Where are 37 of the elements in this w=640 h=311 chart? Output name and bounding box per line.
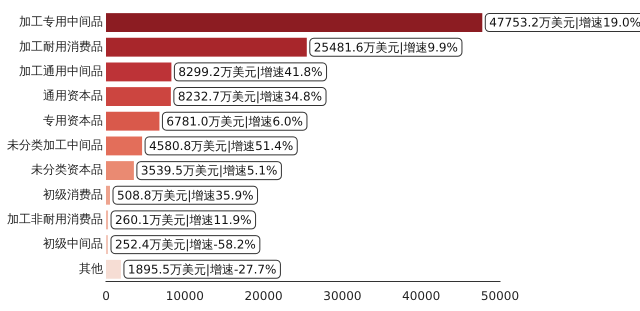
x-tick-label: 20000 (244, 288, 283, 303)
y-tick-label: 加工耐用消费品 (19, 39, 103, 54)
y-tick-label: 初级中间品 (43, 236, 103, 251)
data-label: 47753.2万美元|增速19.0% (489, 16, 640, 30)
data-label: 1895.5万美元|增速-27.7% (128, 262, 276, 276)
y-tick-label: 专用资本品 (43, 113, 103, 128)
bar (106, 62, 172, 82)
data-label: 6781.0万美元|增速6.0% (166, 114, 303, 128)
y-tick-label: 加工通用中间品 (19, 64, 103, 78)
bar (106, 136, 142, 156)
data-label: 3539.5万美元|增速5.1% (140, 164, 278, 178)
x-tick-label: 10000 (166, 288, 204, 303)
y-tick-label: 未分类加工中间品 (7, 138, 103, 152)
data-label: 8299.2万美元|增速41.8% (178, 65, 323, 80)
x-tick-label: 50000 (480, 288, 520, 303)
bar (106, 13, 482, 32)
y-tick-label: 加工非耐用消费品 (7, 212, 103, 226)
data-label: 25481.6万美元|增速9.9% (314, 40, 458, 54)
y-tick-label: 初级消费品 (43, 187, 103, 202)
y-tick-label: 未分类资本品 (31, 162, 103, 177)
bar (106, 38, 307, 57)
bar (106, 87, 171, 106)
x-tick-label: 0 (102, 288, 110, 303)
data-label: 8232.7万美元|增速34.8% (178, 90, 322, 104)
y-tick-label: 通用资本品 (43, 88, 103, 103)
bar (106, 260, 121, 279)
data-label: 252.4万美元|增速-58.2% (114, 238, 256, 252)
y-tick-label: 加工专用中间品 (19, 14, 103, 29)
data-label: 4580.8万美元|增速51.4% (149, 139, 294, 154)
y-tick-label: 其他 (79, 261, 103, 276)
data-label: 508.8万美元|增速35.9% (117, 188, 254, 202)
x-tick-label: 30000 (323, 288, 362, 303)
x-tick-label: 40000 (402, 288, 440, 303)
data-label: 260.1万美元|增速11.9% (115, 213, 252, 228)
bar (106, 112, 160, 131)
bar (106, 186, 110, 205)
bar (106, 161, 134, 180)
